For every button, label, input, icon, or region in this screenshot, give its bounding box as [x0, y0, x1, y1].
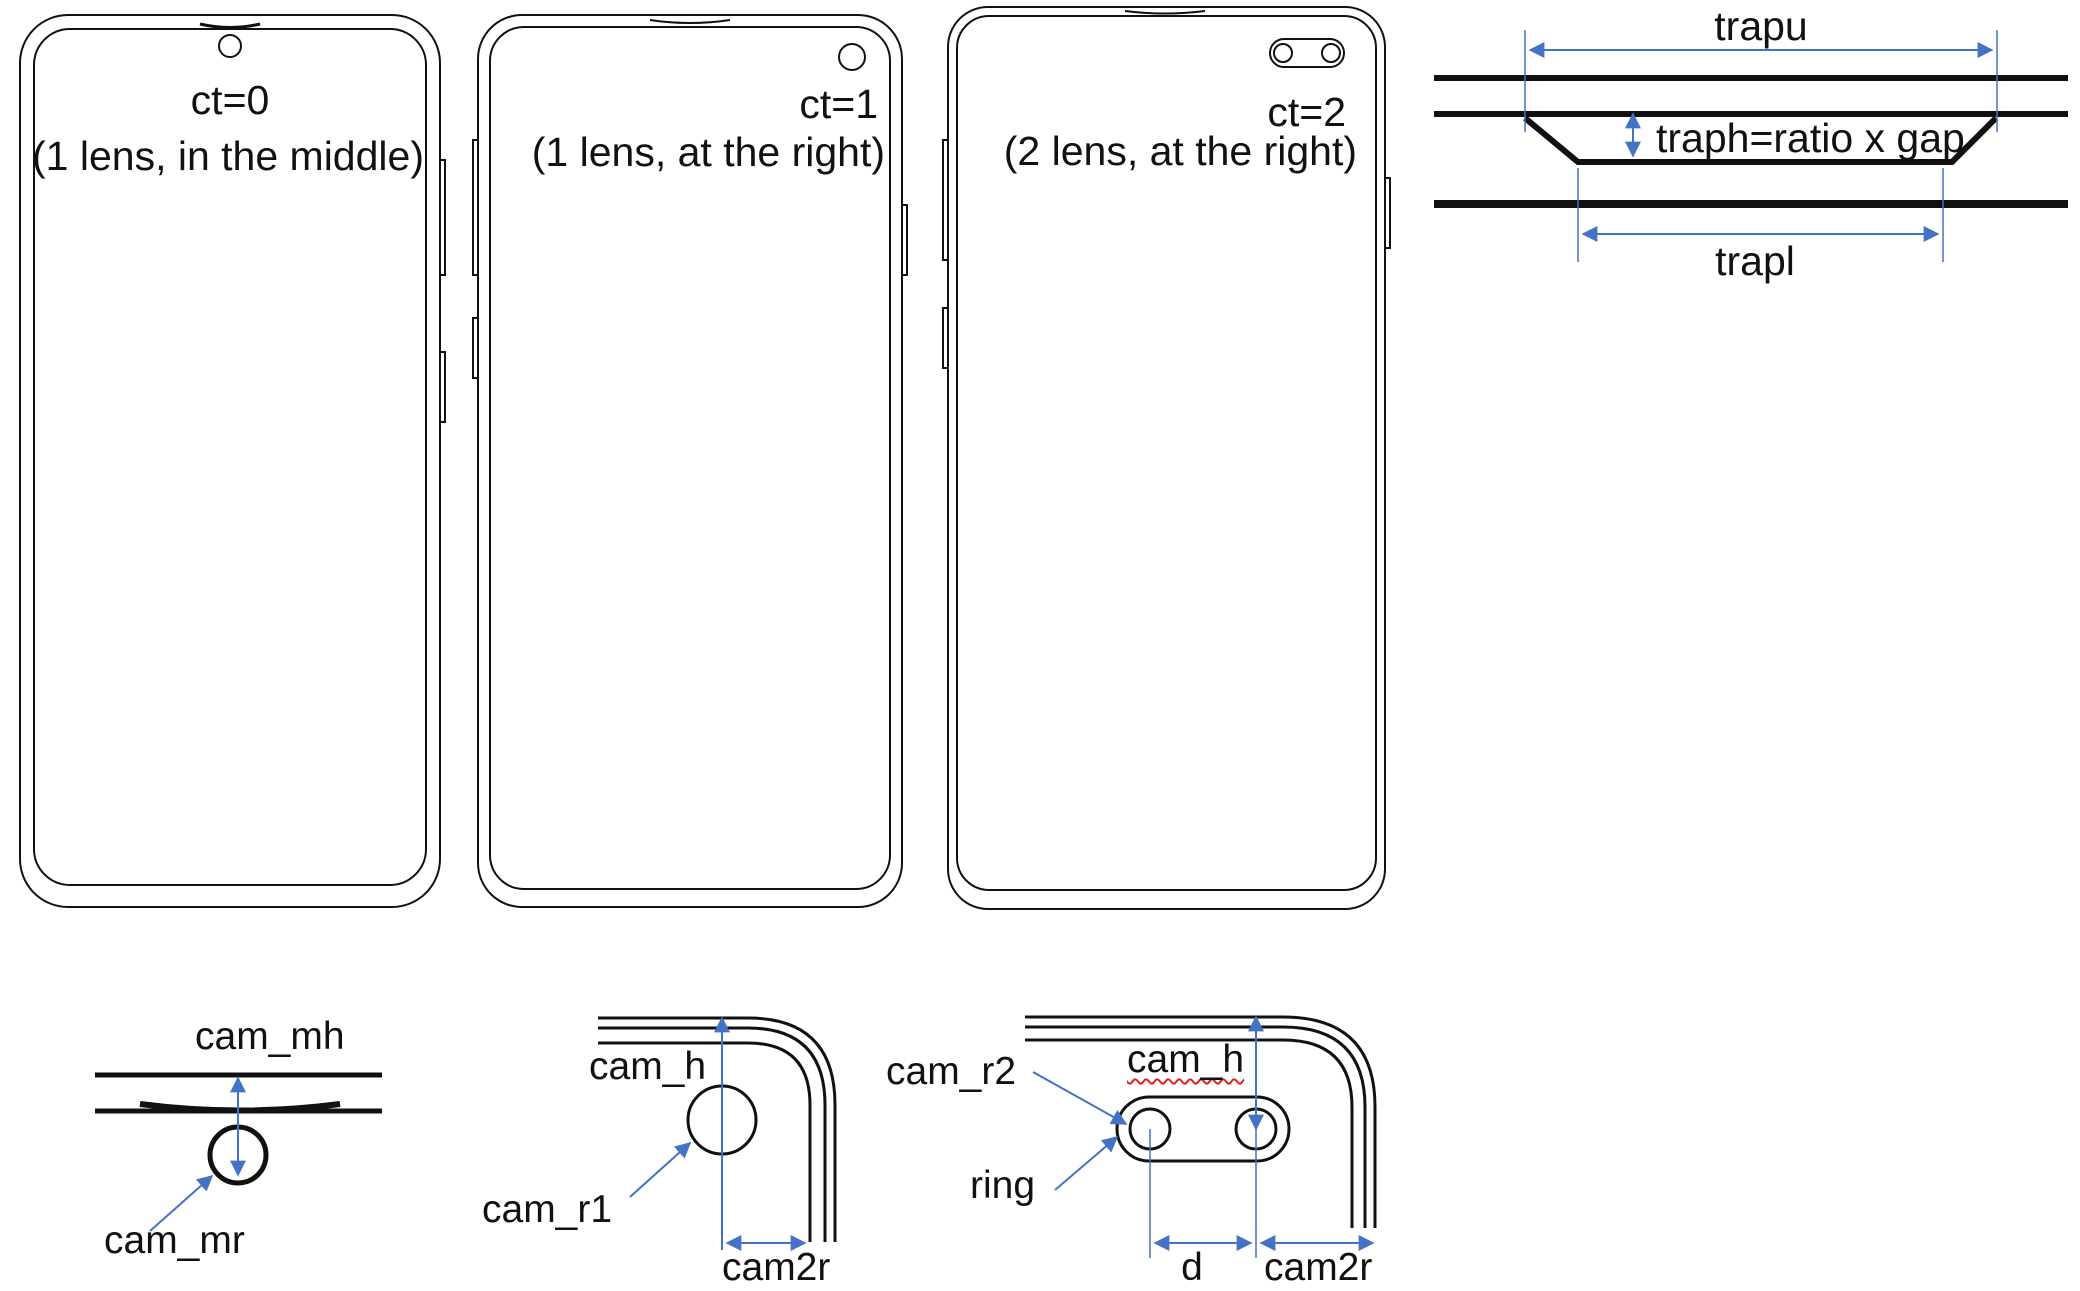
phone-ct1-label: ct=1	[799, 81, 878, 127]
phone-screen	[956, 15, 1377, 891]
cam-r2-leader	[1032, 1071, 1128, 1125]
phone-body	[19, 14, 441, 908]
side-button	[439, 351, 446, 423]
phone-ct2-desc: (2 lens, at the right)	[1003, 128, 1357, 174]
camera-pill-icon	[1115, 1095, 1291, 1163]
phone-body	[947, 6, 1386, 910]
side-button	[942, 307, 949, 369]
single-right-detail	[598, 1016, 837, 1251]
side-button	[1384, 177, 1391, 249]
phone-ct1-desc: (1 lens, at the right)	[531, 129, 885, 175]
cam2r-label: cam2r	[722, 1246, 831, 1289]
phone-ct2-label: ct=2	[1267, 89, 1346, 135]
dual-right-detail	[1025, 1015, 1377, 1258]
camera-lens-icon	[1273, 43, 1293, 63]
d-label: d	[1181, 1246, 1203, 1289]
cam2r-label: cam2r	[1264, 1246, 1373, 1289]
top-edge	[1124, 10, 1206, 15]
corner-outline	[1025, 1025, 1367, 1228]
side-button	[472, 317, 479, 379]
cam-mr-label: cam_mr	[104, 1219, 245, 1262]
trapu-label: trapu	[1714, 3, 1808, 49]
corner-outline	[1025, 1015, 1377, 1228]
side-button	[472, 139, 479, 276]
cam-h-label: cam_h	[1127, 1038, 1245, 1081]
traph-label: traph=ratio x gap	[1656, 115, 1965, 161]
side-button	[901, 204, 908, 276]
corner-outline	[598, 1041, 812, 1242]
trapezoid-notch	[1523, 115, 1999, 165]
top-edge	[649, 19, 731, 24]
cam-r1-leader	[629, 1141, 692, 1198]
camera-lens-icon	[1321, 43, 1341, 63]
cam-r2-label: cam_r2	[886, 1050, 1017, 1093]
ring-leader	[1054, 1135, 1119, 1191]
notch-detail	[1434, 30, 2068, 262]
corner-outline	[1025, 1038, 1354, 1228]
middle-lens-detail	[95, 1072, 382, 1232]
trapl-label: trapl	[1715, 238, 1795, 284]
phone-screen	[489, 26, 891, 890]
cam-mr-leader	[149, 1174, 214, 1232]
phone-ct1	[472, 14, 908, 908]
notch-edge	[199, 22, 261, 29]
phone-ct0-desc: (1 lens, in the middle)	[32, 133, 424, 179]
corner-outline	[598, 1016, 837, 1242]
cam-r1-label: cam_r1	[482, 1188, 613, 1231]
camera-pill-icon	[1269, 38, 1345, 68]
phone-ct2	[942, 6, 1391, 910]
camera-lens-icon	[838, 43, 866, 71]
cam-mh-label: cam_mh	[195, 1015, 345, 1058]
phone-ct0-label: ct=0	[190, 77, 270, 123]
notch-edge	[139, 1101, 341, 1114]
ring-label: ring	[970, 1164, 1036, 1207]
cam-h-label: cam_h	[589, 1045, 707, 1088]
camera-lens-icon	[218, 34, 242, 58]
corner-outline	[598, 1026, 827, 1242]
phone-body	[477, 14, 903, 908]
phone-ct0	[19, 14, 446, 908]
side-button	[439, 159, 446, 276]
side-button	[942, 139, 949, 261]
